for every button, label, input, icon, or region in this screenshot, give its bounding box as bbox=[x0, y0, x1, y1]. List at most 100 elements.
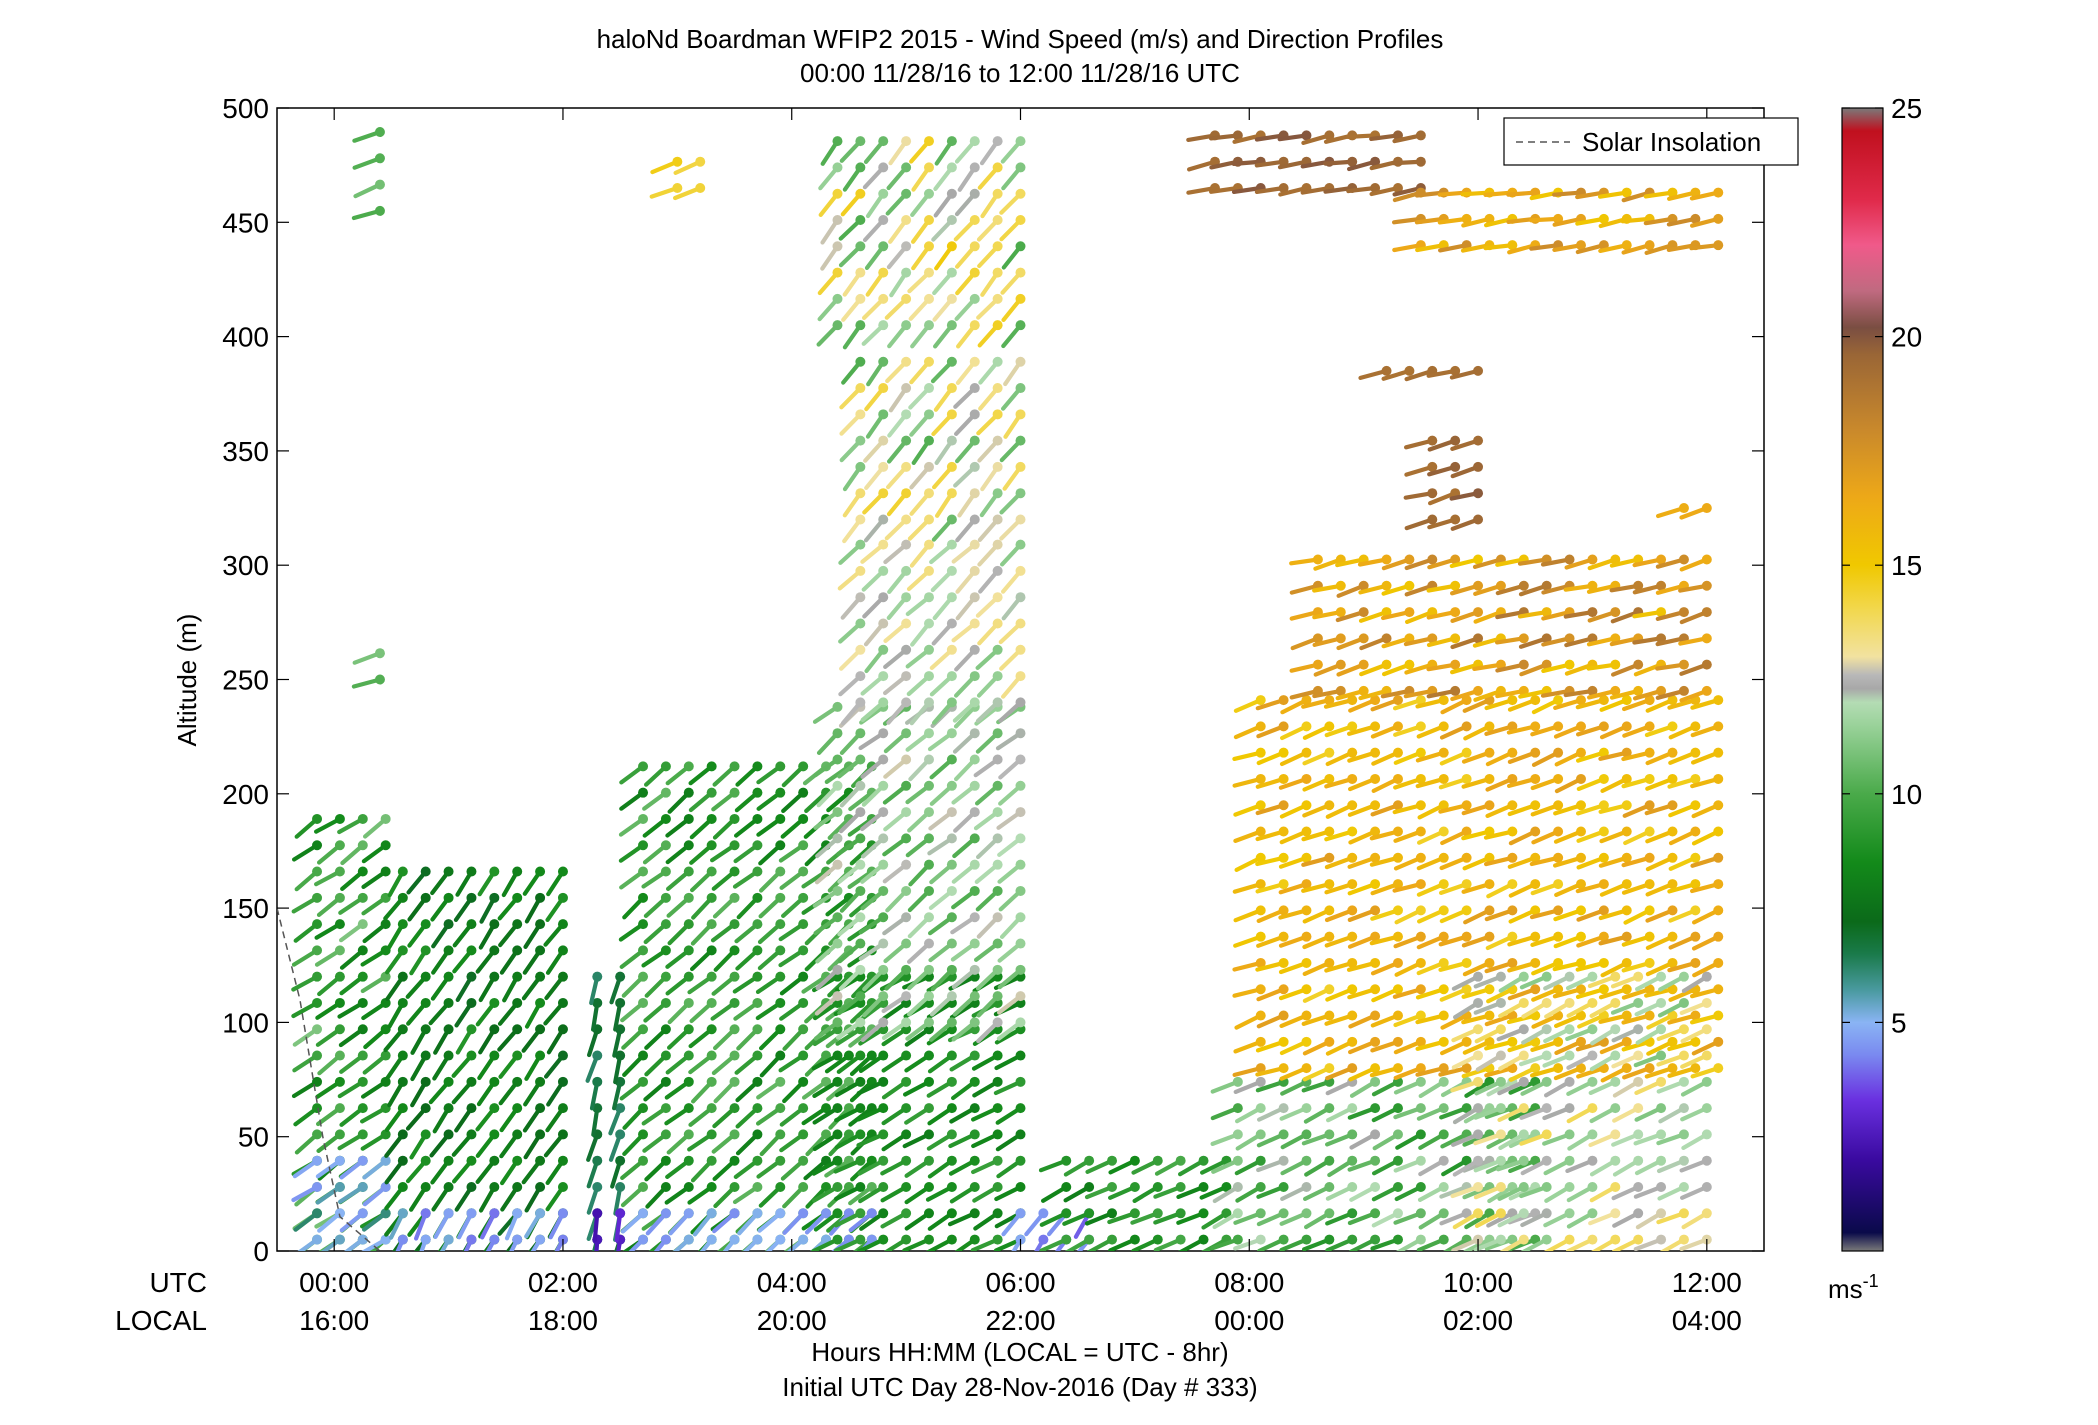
wind-barb-point-244 bbox=[615, 1050, 626, 1061]
wind-barb-point-864 bbox=[969, 293, 980, 304]
wind-barb-point-952 bbox=[1301, 1129, 1312, 1140]
wind-barb-point-232 bbox=[592, 1076, 603, 1087]
wind-barb-point-633 bbox=[901, 807, 912, 818]
wind-barb-296 bbox=[664, 1076, 694, 1100]
wind-barb-point-711 bbox=[878, 671, 889, 682]
wind-barb-point-956 bbox=[1324, 1208, 1335, 1219]
wind-barb-point-223 bbox=[535, 1208, 546, 1219]
wind-barb-point-1179 bbox=[1484, 957, 1495, 968]
wind-barb-point-13 bbox=[312, 892, 323, 903]
wind-barb-468 bbox=[692, 1208, 717, 1237]
wind-barb-point-1204 bbox=[1507, 695, 1518, 706]
wind-barb-point-1102 bbox=[1370, 1010, 1381, 1021]
wind-barb-point-554 bbox=[969, 1208, 980, 1219]
wind-barb-point-849 bbox=[923, 267, 934, 278]
wind-barb-829 bbox=[842, 162, 866, 192]
wind-barb-point-688 bbox=[992, 728, 1003, 739]
wind-barb-point-768 bbox=[878, 461, 889, 472]
wind-barb-point-200 bbox=[557, 1103, 568, 1114]
wind-barb-606 bbox=[836, 833, 866, 857]
wind-barb-544 bbox=[925, 1181, 957, 1202]
wind-barb-point-102 bbox=[397, 919, 408, 930]
wind-barb-point-382 bbox=[775, 813, 786, 824]
wind-barb-point-1261 bbox=[1598, 773, 1609, 784]
wind-barb-point-1530 bbox=[1633, 1103, 1644, 1114]
wind-barb-point-918 bbox=[1175, 1155, 1186, 1166]
wind-barb-302 bbox=[667, 919, 694, 946]
wind-barb-614 bbox=[862, 964, 889, 992]
wind-barb-point-1011 bbox=[1507, 1234, 1518, 1245]
wind-barb-1056 bbox=[1279, 1036, 1312, 1056]
wind-barb-560 bbox=[949, 1050, 980, 1072]
wind-barb-155 bbox=[475, 1103, 500, 1132]
wind-barb-365 bbox=[735, 761, 763, 787]
wind-barb-1044 bbox=[1255, 957, 1289, 972]
wind-barb-point-703 bbox=[855, 697, 866, 708]
wind-barb-176 bbox=[499, 945, 523, 975]
wind-barb-point-1093 bbox=[1347, 852, 1358, 863]
wind-barb-747 bbox=[975, 644, 1003, 671]
wind-barb-42 bbox=[338, 1024, 368, 1048]
wind-barb-point-1110 bbox=[1370, 800, 1381, 811]
wind-barb-127 bbox=[432, 1050, 454, 1081]
wind-barb-point-258 bbox=[638, 1076, 649, 1087]
wind-barb-point-383 bbox=[775, 787, 786, 798]
wind-barb-point-608 bbox=[855, 780, 866, 791]
wind-barb-point-1478 bbox=[1518, 1024, 1529, 1035]
wind-barb-770 bbox=[865, 409, 889, 439]
wind-barb-730 bbox=[909, 539, 934, 568]
wind-barb-point-327 bbox=[706, 761, 717, 772]
wind-barb-point-108 bbox=[420, 1155, 431, 1166]
wind-barb-1038 bbox=[1233, 721, 1266, 740]
wind-barb-808 bbox=[999, 514, 1026, 541]
wind-barb-point-482 bbox=[866, 1208, 877, 1219]
wind-barb-742 bbox=[955, 592, 980, 621]
wind-barb-768 bbox=[864, 461, 889, 490]
wind-barb-point-1286 bbox=[1644, 905, 1655, 916]
wind-barb-81 bbox=[362, 1208, 391, 1232]
wind-barb-point-279 bbox=[660, 1024, 671, 1035]
wind-barb-511 bbox=[858, 1181, 889, 1204]
wind-barb-point-1563 bbox=[1701, 1103, 1712, 1114]
wind-barb-point-369 bbox=[775, 1155, 786, 1166]
wind-barb-point-1055 bbox=[1301, 1063, 1312, 1074]
wind-barb-point-280 bbox=[660, 997, 671, 1008]
wind-barb-point-268 bbox=[638, 813, 649, 824]
wind-barb-point-269 bbox=[638, 787, 649, 798]
wind-barb-point-803 bbox=[992, 461, 1003, 472]
wind-barb-point-756 bbox=[1015, 592, 1026, 603]
wind-barb-point-1036 bbox=[1255, 773, 1266, 784]
wind-barb-528 bbox=[881, 1024, 912, 1047]
wind-barb-319 bbox=[687, 971, 717, 995]
wind-barb-615 bbox=[858, 938, 889, 961]
wind-barb-202 bbox=[543, 1050, 568, 1079]
wind-barb-point-588 bbox=[832, 964, 843, 975]
wind-barb-point-1521 bbox=[1610, 1050, 1621, 1061]
wind-barb-point-138 bbox=[466, 1155, 477, 1166]
wind-barb-point-215 bbox=[443, 1208, 454, 1219]
wind-barb-362 bbox=[733, 840, 763, 864]
wind-barb-990 bbox=[1416, 1234, 1449, 1251]
wind-barb-point-1477 bbox=[1518, 1050, 1529, 1061]
wind-barb-point-298 bbox=[683, 1024, 694, 1035]
wind-barb-point-885 bbox=[1015, 162, 1026, 173]
wind-barb-point-1050 bbox=[1278, 800, 1289, 811]
wind-barb-point-1463 bbox=[1495, 1129, 1506, 1140]
wind-barb-point-1520 bbox=[1610, 1076, 1621, 1087]
wind-barb-point-1535 bbox=[1633, 971, 1644, 982]
wind-barb-595 bbox=[816, 780, 843, 808]
wind-barb-77 bbox=[339, 1208, 368, 1233]
wind-barb-point-41 bbox=[357, 1050, 368, 1061]
wind-barb-point-444 bbox=[866, 1181, 877, 1192]
wind-barb-point-1168 bbox=[1461, 852, 1472, 863]
wind-barb-point-1058 bbox=[1301, 984, 1312, 995]
wind-barb-point-31 bbox=[334, 866, 345, 877]
wind-barb-320 bbox=[689, 945, 717, 972]
wind-barb-point-1200 bbox=[1507, 800, 1518, 811]
wind-barb-point-75 bbox=[334, 1155, 345, 1166]
wind-barb-73 bbox=[317, 1208, 345, 1233]
wind-barb-263 bbox=[619, 945, 649, 970]
wind-barb-point-657 bbox=[946, 859, 957, 870]
wind-barb-571 bbox=[971, 1050, 1003, 1071]
wind-barb-point-1230 bbox=[1553, 800, 1564, 811]
